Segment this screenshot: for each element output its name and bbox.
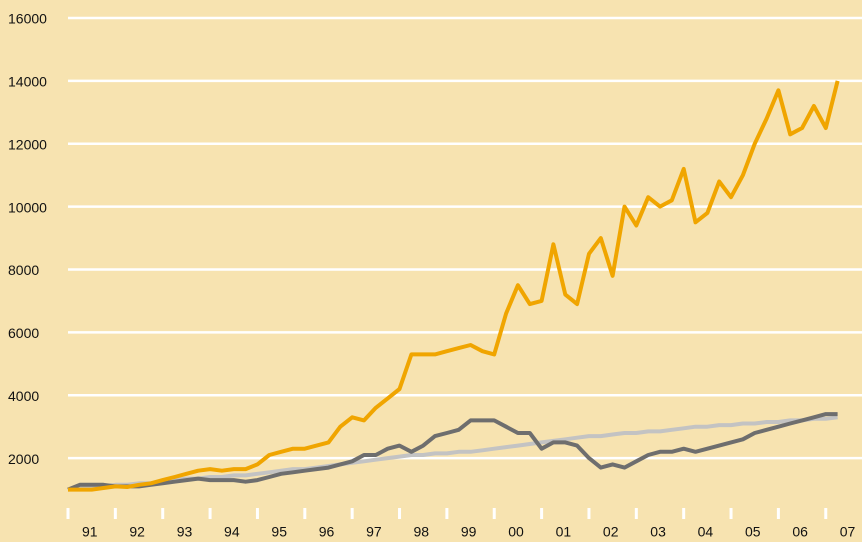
y-tick-label: 4000 [8, 388, 39, 404]
x-tick-label: 95 [271, 524, 287, 540]
y-tick-label: 6000 [8, 325, 39, 341]
x-tick-label: 99 [461, 524, 477, 540]
y-tick-label: 14000 [8, 74, 47, 90]
y-tick-label: 12000 [8, 136, 47, 152]
y-tick-label: 10000 [8, 199, 47, 215]
x-tick-label: 07 [840, 524, 856, 540]
x-tick-label: 05 [745, 524, 761, 540]
x-tick-label: 91 [82, 524, 98, 540]
series-line [68, 80, 840, 492]
x-tick-label: 04 [698, 524, 714, 540]
x-tick-label: 06 [792, 524, 808, 540]
x-tick-label: 93 [177, 524, 193, 540]
x-tick-label: 92 [129, 524, 145, 540]
x-tick-label: 97 [366, 524, 382, 540]
y-tick-label: 2000 [8, 451, 39, 467]
x-tick-label: 98 [413, 524, 429, 540]
x-tick-label: 01 [556, 524, 572, 540]
y-tick-label: 16000 [8, 11, 47, 27]
x-tick-label: 00 [508, 524, 524, 540]
series-line [67, 412, 838, 492]
x-tick-label: 94 [224, 524, 240, 540]
x-tick-label: 03 [650, 524, 666, 540]
y-tick-label: 8000 [8, 262, 39, 278]
x-tick-label: 96 [319, 524, 335, 540]
x-tick-label: 02 [603, 524, 619, 540]
